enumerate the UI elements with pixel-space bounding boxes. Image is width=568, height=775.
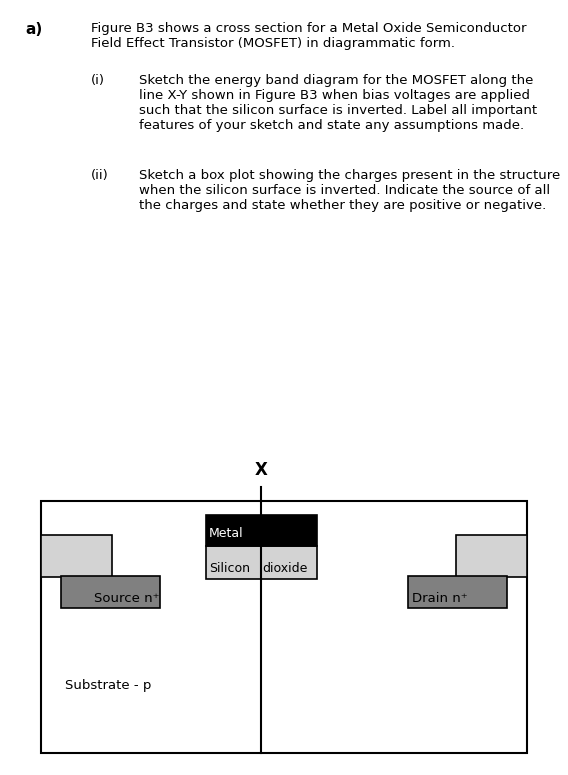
Bar [456,535,527,577]
Text: dioxide: dioxide [262,562,308,574]
Text: Metal: Metal [209,527,244,539]
Text: Source n⁺: Source n⁺ [94,592,159,604]
Bar [61,576,160,608]
Text: Sketch a box plot showing the charges present in the structure
when the silicon : Sketch a box plot showing the charges pr… [139,169,561,212]
Text: Sketch the energy band diagram for the MOSFET along the
line X-Y shown in Figure: Sketch the energy band diagram for the M… [139,74,537,132]
Bar [206,546,317,579]
Text: a): a) [26,22,43,36]
Text: Figure B3 shows a cross section for a Metal Oxide Semiconductor
Field Effect Tra: Figure B3 shows a cross section for a Me… [91,22,527,50]
Text: X: X [255,461,268,479]
Text: Silicon: Silicon [209,562,250,574]
Bar [41,535,112,577]
Bar [408,576,507,608]
Bar [41,501,527,753]
Bar [206,515,317,546]
Text: (ii): (ii) [91,169,108,182]
Text: Substrate - p: Substrate - p [65,680,152,692]
Text: (i): (i) [91,74,105,87]
Text: Drain n⁺: Drain n⁺ [412,592,468,604]
